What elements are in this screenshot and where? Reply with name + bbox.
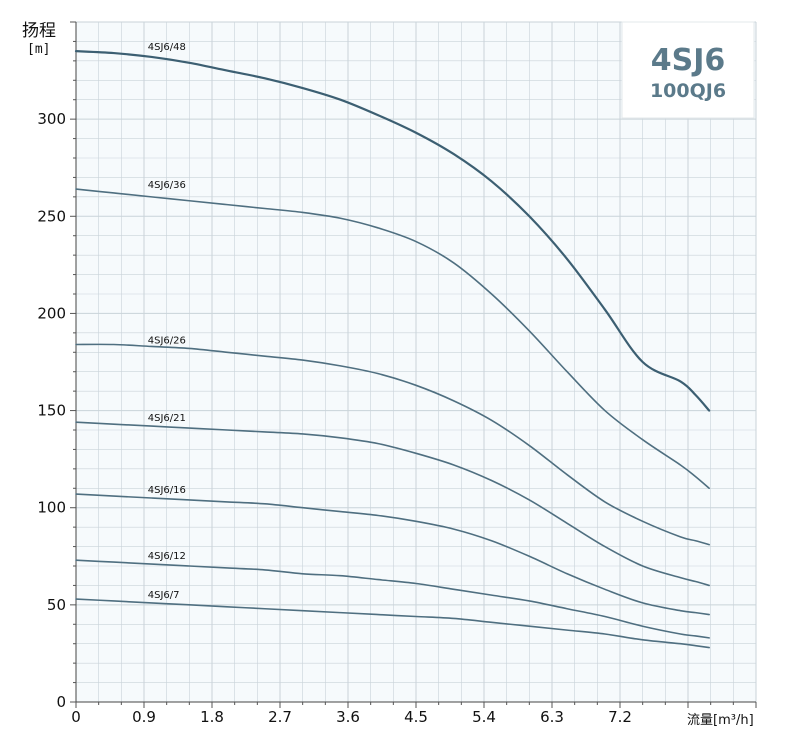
x-tick-label: 4.5 [404,708,428,726]
y-axis-label: 扬程 [22,21,56,41]
series-label: 4SJ6/12 [148,551,186,562]
x-tick-label: 2.7 [268,708,292,726]
y-tick-label: 0 [56,693,66,711]
y-axis-unit: [m] [27,42,50,57]
y-tick-label: 250 [37,207,66,225]
curve-4sj6-16 [75,493,710,616]
y-tick-label: 200 [37,304,66,322]
series-label: 4SJ6/21 [148,413,186,424]
curve-4sj6-36 [75,188,710,490]
model-title: 4SJ6 [651,43,726,78]
y-tick-label: 100 [37,499,66,517]
series-label: 4SJ6/7 [148,590,180,601]
y-tick-label: 150 [37,402,66,420]
y-tick-label: 50 [47,596,66,614]
curve-4sj6-21 [75,421,710,587]
series-label: 4SJ6/26 [148,336,186,347]
series-label: 4SJ6/48 [148,42,186,53]
curve-4sj6-7 [75,598,710,649]
curve-4sj6-26 [75,343,710,546]
x-tick-label: 5.4 [472,708,496,726]
curve-4sj6-12 [75,559,710,639]
x-tick-label: 1.8 [200,708,224,726]
series-label: 4SJ6/16 [148,485,186,496]
x-tick-label: 0 [71,708,81,726]
y-tick-label: 300 [37,110,66,128]
x-tick-label: 0.9 [132,708,156,726]
x-tick-label: 3.6 [336,708,360,726]
series-label: 4SJ6/36 [148,180,186,191]
x-tick-label: 7.2 [608,708,632,726]
curve-4sj6-48 [74,50,711,412]
x-tick-label: 6.3 [540,708,564,726]
x-axis-label: 流量[m³/h] [687,713,754,728]
model-subtitle: 100QJ6 [650,80,726,102]
model-box [621,21,755,119]
